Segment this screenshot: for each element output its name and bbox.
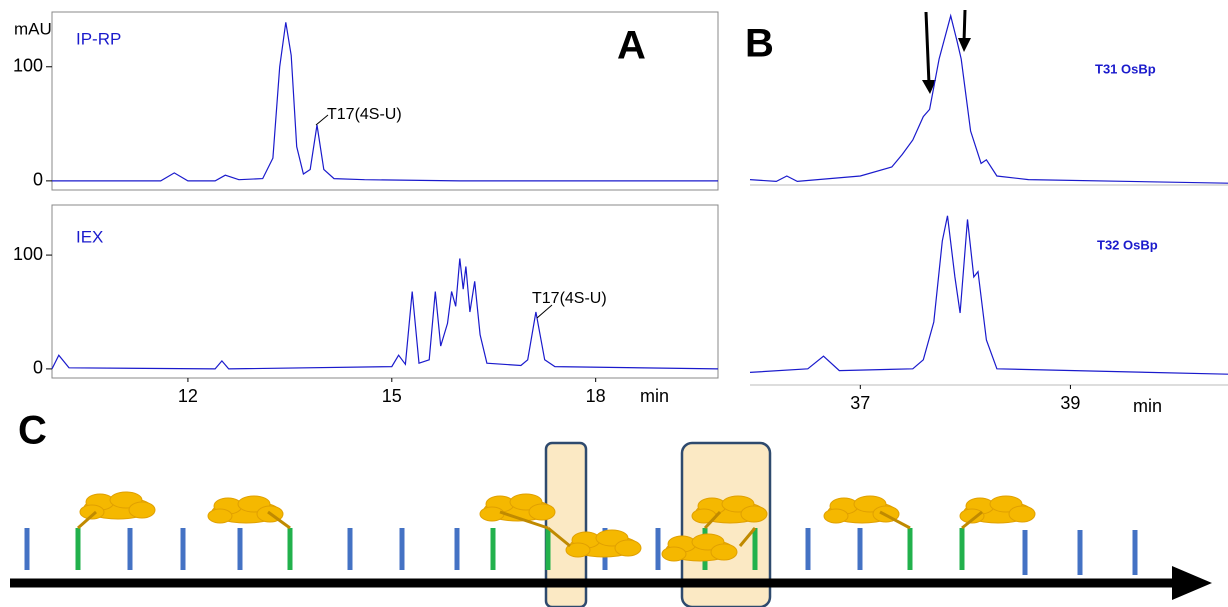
annotation: T31 OsBp [1095,61,1156,76]
x-tick-label: 39 [1060,393,1080,413]
arrow-head [922,80,936,94]
panel-label: C [18,409,47,453]
annotation: T17(4S-U) [532,290,607,307]
y-tick-label: 100 [13,56,43,76]
x-axis-label: min [1133,396,1162,416]
plot-frame [51,204,719,379]
x-tick-label: 15 [382,386,402,406]
leader-line [315,114,329,126]
highlight-box [544,441,588,607]
x-tick-label: 37 [850,393,870,413]
arrow [962,9,967,43]
links [77,510,983,548]
x-tick-label: 18 [586,386,606,406]
trace [52,22,718,182]
annotation: T17(4S-U) [327,106,402,123]
panel-label: B [745,22,774,66]
arrow-head [1172,566,1212,600]
y-axis-label: mAU [14,19,52,38]
annotation: T32 OsBp [1097,237,1158,252]
green-bars [75,528,965,570]
arrow [924,11,931,85]
panel-label: A [617,24,646,68]
annotation: IEX [76,227,103,246]
trace [51,258,719,370]
plot-frame [51,11,719,191]
arrow-head [958,38,971,52]
annotation: IP-RP [76,29,121,48]
leader-line [536,304,553,319]
trace [749,215,1228,375]
y-tick-label: 0 [33,170,43,190]
y-tick-label: 0 [33,358,43,378]
x-tick-label: 12 [178,386,198,406]
panel-c-diagram [10,441,1212,607]
trace [749,13,1228,184]
y-tick-label: 100 [13,244,43,264]
x-axis-label: min [640,386,669,406]
